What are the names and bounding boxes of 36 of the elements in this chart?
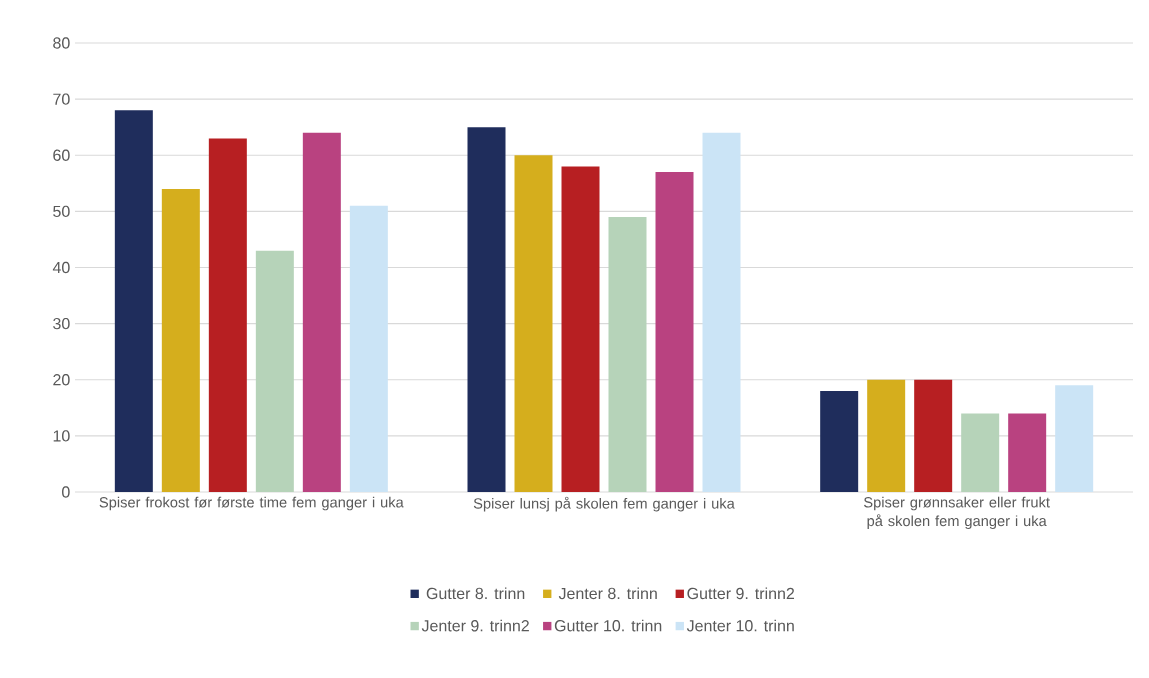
bar: [961, 413, 1000, 492]
bar: [349, 205, 388, 492]
bar: [467, 127, 506, 492]
y-tick-label: 60: [53, 149, 70, 161]
legend-label: Jenter 10. trinn: [686, 619, 794, 632]
y-tick-label: 0: [62, 486, 70, 498]
bar: [702, 132, 741, 492]
y-tick-label: 50: [53, 205, 70, 218]
bar: [514, 155, 553, 492]
y-tick-label: 70: [53, 93, 70, 105]
x-tick-label: Spiser grønnsaker eller frukt på skolen fem ganger i uka: [864, 496, 1050, 530]
bar: [302, 132, 341, 492]
bar: [820, 390, 859, 492]
legend-label: Gutter 8. trinn: [426, 587, 525, 600]
bar: [914, 379, 953, 492]
legend-label: Jenter 9. trinn2: [421, 619, 529, 632]
bar: [161, 188, 200, 492]
y-tick-label: 20: [53, 374, 70, 386]
bar: [114, 110, 153, 492]
legend-label: Jenter 8. trinn: [558, 587, 657, 600]
legend-label: Gutter 9. trinn2: [687, 587, 795, 600]
bar: [608, 216, 647, 492]
y-tick-label: 30: [53, 317, 70, 330]
bar: [1055, 385, 1094, 492]
y-tick-label: 40: [52, 261, 70, 274]
y-tick-label: 80: [53, 37, 70, 49]
bar: [208, 138, 247, 492]
y-tick-label: 10: [53, 430, 70, 442]
bar: [655, 172, 694, 492]
x-tick-label: Spiser frokost før første time fem ganger i uka: [99, 496, 404, 511]
x-tick-label: Spiser lunsj på skolen fem ganger i uka: [473, 496, 735, 512]
bar: [561, 166, 600, 492]
bar: [1008, 413, 1047, 492]
bar: [255, 250, 294, 492]
bar: [867, 379, 906, 492]
legend-label: Gutter 10. trinn: [554, 619, 662, 632]
